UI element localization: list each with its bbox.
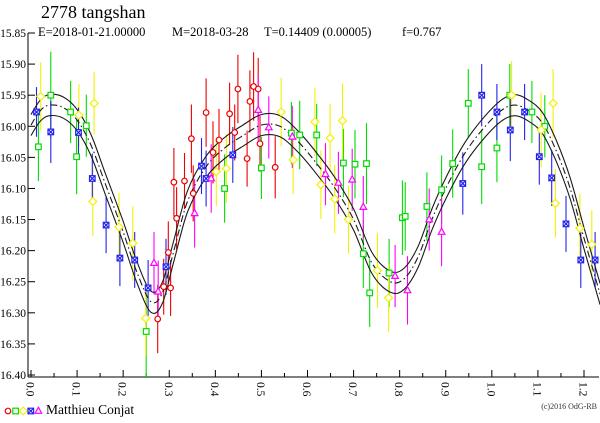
mean-date-value: M=2018-03-28 xyxy=(172,25,249,39)
svg-text:15.95: 15.95 xyxy=(0,90,26,102)
page-title: 2778 tangshan xyxy=(41,2,146,22)
fit-curve-lower xyxy=(30,114,600,315)
flux-ratio-value: f=0.767 xyxy=(402,25,442,39)
svg-text:0.9: 0.9 xyxy=(438,382,450,397)
svg-text:16.35: 16.35 xyxy=(0,339,26,351)
svg-text:0.2: 0.2 xyxy=(116,382,128,397)
svg-text:16.30: 16.30 xyxy=(0,308,26,320)
svg-text:16.05: 16.05 xyxy=(0,152,26,164)
svg-text:0.3: 0.3 xyxy=(162,382,174,397)
series-square xyxy=(34,91,549,335)
svg-text:0.0: 0.0 xyxy=(24,382,36,397)
x-tick-labels: 0.0 0.1 0.2 0.3 0.4 0.5 0.6 0.7 0.8 0.9 1.0 1.1 1.2 xyxy=(24,382,589,397)
svg-text:0.6: 0.6 xyxy=(300,382,312,397)
svg-text:0.7: 0.7 xyxy=(346,382,358,397)
period-value: T=0.14409 (0.00005) xyxy=(264,25,372,39)
series-circle xyxy=(154,83,279,323)
svg-text:1.0: 1.0 xyxy=(484,382,496,397)
series-triangle xyxy=(149,105,446,295)
svg-text:16.25: 16.25 xyxy=(0,277,26,289)
y-tick-labels: 15.85 15.90 15.95 16.00 16.05 16.10 16.15 16.20… xyxy=(0,28,26,382)
svg-text:1.2: 1.2 xyxy=(577,382,589,397)
svg-text:15.90: 15.90 xyxy=(0,59,26,71)
svg-text:16.20: 16.20 xyxy=(0,246,26,258)
svg-text:0.5: 0.5 xyxy=(254,382,266,397)
copyright-label: (c)2016 OdG-RB xyxy=(541,402,597,411)
fit-curve-mid xyxy=(30,104,600,304)
svg-text:15.85: 15.85 xyxy=(0,28,26,40)
error-bars-triangle xyxy=(153,75,443,325)
svg-text:16.10: 16.10 xyxy=(0,183,26,195)
epoch-value: E=2018-01-21.00000 xyxy=(38,25,146,39)
svg-text:0.4: 0.4 xyxy=(208,382,220,397)
svg-text:16.00: 16.00 xyxy=(0,121,26,133)
series-diamond xyxy=(35,90,597,324)
svg-text:1.1: 1.1 xyxy=(530,382,542,397)
svg-text:16.40: 16.40 xyxy=(0,370,26,382)
svg-text:0.8: 0.8 xyxy=(392,382,404,397)
axes xyxy=(27,32,599,378)
legend-markers xyxy=(4,405,43,416)
attribution-label: Matthieu Conjat xyxy=(46,402,135,417)
svg-text:16.15: 16.15 xyxy=(0,215,26,227)
svg-text:0.1: 0.1 xyxy=(70,382,82,397)
series-square-x xyxy=(33,91,599,292)
